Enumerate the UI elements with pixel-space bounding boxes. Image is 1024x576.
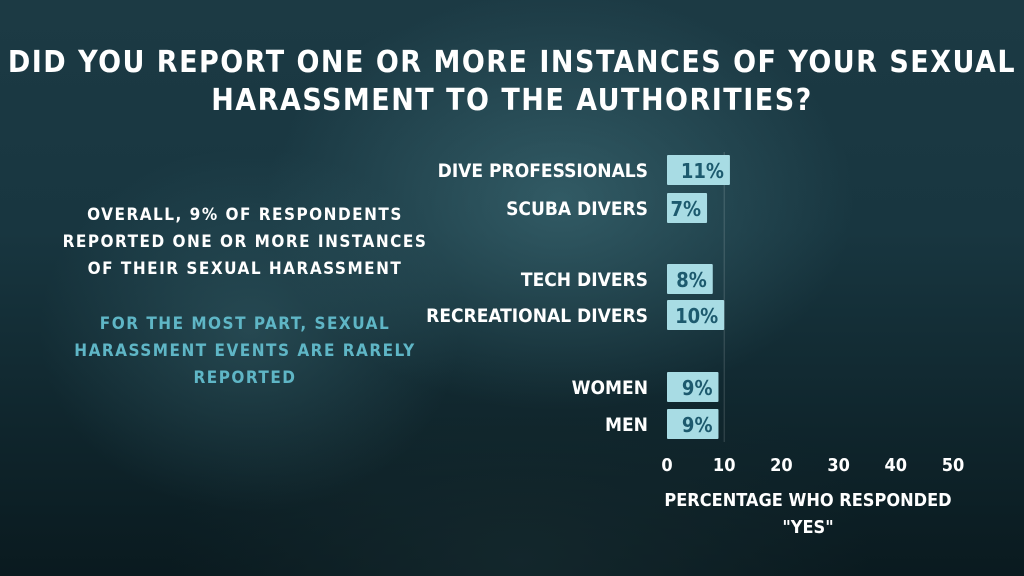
data-label: 7% (670, 197, 701, 221)
insight-note: FOR THE MOST PART, SEXUAL HARASSMENT EVE… (74, 314, 416, 388)
data-label: 10% (675, 304, 718, 328)
x-axis-title: PERCENTAGE WHO RESPONDED (664, 490, 951, 511)
bar (667, 264, 713, 294)
bar (667, 300, 725, 330)
x-tick-label: 30 (827, 455, 850, 476)
data-label: 11% (681, 159, 724, 183)
page-title: DID YOU REPORT ONE OR MORE INSTANCES OF … (0, 44, 1024, 120)
category-label: TECH DIVERS (521, 269, 648, 291)
data-label: 9% (682, 413, 713, 437)
bar (667, 372, 719, 402)
summary-note: OVERALL, 9% OF RESPONDENTS REPORTED ONE … (62, 205, 428, 279)
category-label: SCUBA DIVERS (506, 198, 648, 220)
title-line-2: HARASSMENT TO THE AUTHORITIES? (211, 83, 813, 118)
category-label: WOMEN (572, 377, 648, 399)
x-tick-label: 50 (942, 455, 965, 476)
x-tick-label: 40 (885, 455, 908, 476)
data-label: 8% (676, 268, 707, 292)
category-label: MEN (605, 414, 648, 436)
x-tick-label: 20 (770, 455, 793, 476)
bar (667, 155, 730, 185)
bar (667, 409, 719, 439)
category-label: DIVE PROFESSIONALS (438, 160, 648, 182)
title-line-1: DID YOU REPORT ONE OR MORE INSTANCES OF … (7, 45, 1017, 80)
x-tick-label: 0 (661, 455, 672, 476)
bar (667, 193, 708, 223)
category-label: RECREATIONAL DIVERS (426, 305, 648, 327)
x-tick-label: 10 (713, 455, 736, 476)
data-label: 9% (682, 376, 713, 400)
x-axis-title: "YES" (782, 517, 833, 538)
